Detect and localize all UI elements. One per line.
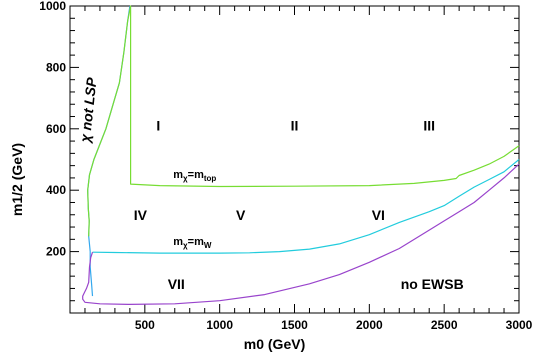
y-tick-label: 200 [46,245,66,259]
y-tick-label: 400 [46,183,66,197]
region-label: VI [372,207,385,223]
series-line-2 [87,5,520,237]
series-group [82,5,520,305]
x-axis-label: m0 (GeV) [244,336,305,352]
series-line-3 [92,159,520,254]
region-label: IV [134,207,148,223]
y-tick-label: 800 [46,60,66,74]
region-label: III [423,118,435,134]
annotations: χ not LSP mχ=mtop mχ=mW [77,76,217,250]
region-label: I [156,118,160,134]
mass-annotation: mχ=mtop [173,169,216,183]
x-tick-label: 3000 [506,318,533,332]
x-tick-label: 1000 [206,318,233,332]
y-axis-label: m1/2 (GeV) [9,143,25,216]
series-line-4 [82,163,520,305]
region-label: V [236,207,246,223]
x-tick-label: 2500 [431,318,458,332]
region-label: no EWSB [401,276,464,292]
y-tick-label: 600 [46,122,66,136]
axes: 500 1000 1500 2000 2500 3000 200 400 600 800 1000 [39,0,532,332]
mass-annotation: mχ=mW [173,236,212,250]
x-tick-label: 2000 [356,318,383,332]
region-label: VII [168,276,185,292]
plot-frame [69,5,520,314]
y-tick-label: 1000 [39,0,66,13]
chi-not-lsp-annotation: χ not LSP [77,76,100,145]
x-tick-label: 1500 [281,318,308,332]
x-tick-label: 500 [135,318,155,332]
region-label: II [291,118,299,134]
